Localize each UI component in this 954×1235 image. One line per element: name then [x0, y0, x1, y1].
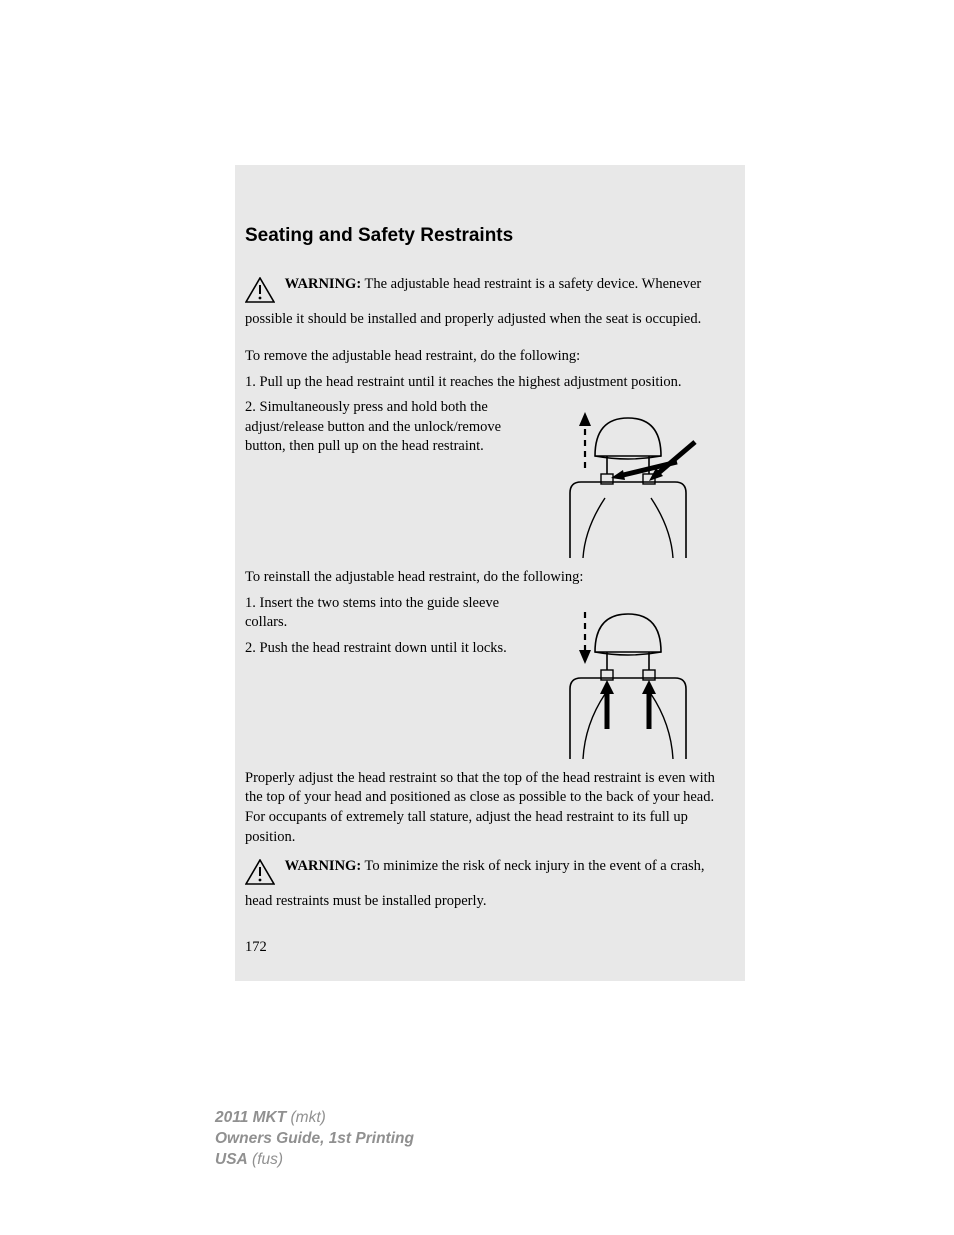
- footer-line-2: Owners Guide, 1st Printing: [215, 1129, 414, 1150]
- footer-region-code: (fus): [248, 1151, 283, 1168]
- reinstall-row: 1. Insert the two stems into the guide s…: [245, 594, 725, 759]
- footer-line-1: 2011 MKT (mkt): [215, 1108, 414, 1129]
- warning-icon: [245, 277, 275, 310]
- warning-label-1: WARNING:: [285, 276, 362, 292]
- warning-block-2: WARNING: To minimize the risk of neck in…: [245, 857, 725, 911]
- section-title: Seating and Safety Restraints: [245, 225, 725, 247]
- remove-step-2: 2. Simultaneously press and hold both th…: [245, 398, 525, 457]
- remove-step-2-row: 2. Simultaneously press and hold both th…: [245, 398, 725, 558]
- footer-model: 2011 MKT: [215, 1109, 286, 1126]
- remove-intro: To remove the adjustable head restraint,…: [245, 347, 725, 367]
- reinstall-step-1: 1. Insert the two stems into the guide s…: [245, 594, 515, 633]
- warning-icon: [245, 859, 275, 892]
- footer-line-3: USA (fus): [215, 1150, 414, 1171]
- reinstall-intro: To reinstall the adjustable head restrai…: [245, 568, 725, 588]
- content-area: Seating and Safety Restraints WARNING: T…: [235, 165, 745, 981]
- footer-region: USA: [215, 1151, 248, 1168]
- footer-model-code: (mkt): [286, 1109, 326, 1126]
- page: Seating and Safety Restraints WARNING: T…: [0, 0, 954, 1235]
- reinstall-step-2: 2. Push the head restraint down until it…: [245, 639, 515, 659]
- adjust-text: Properly adjust the head restraint so th…: [245, 769, 725, 847]
- warning-block-1: WARNING: The adjustable head restraint i…: [245, 275, 725, 329]
- warning-label-2: WARNING:: [285, 858, 362, 874]
- figure-remove: [525, 398, 725, 558]
- figure-reinstall: [525, 594, 725, 759]
- reinstall-steps: 1. Insert the two stems into the guide s…: [245, 594, 525, 659]
- page-number: 172: [245, 939, 725, 956]
- remove-step-1: 1. Pull up the head restraint until it r…: [245, 373, 725, 393]
- footer: 2011 MKT (mkt) Owners Guide, 1st Printin…: [215, 1108, 414, 1171]
- content-inner: Seating and Safety Restraints WARNING: T…: [235, 225, 745, 956]
